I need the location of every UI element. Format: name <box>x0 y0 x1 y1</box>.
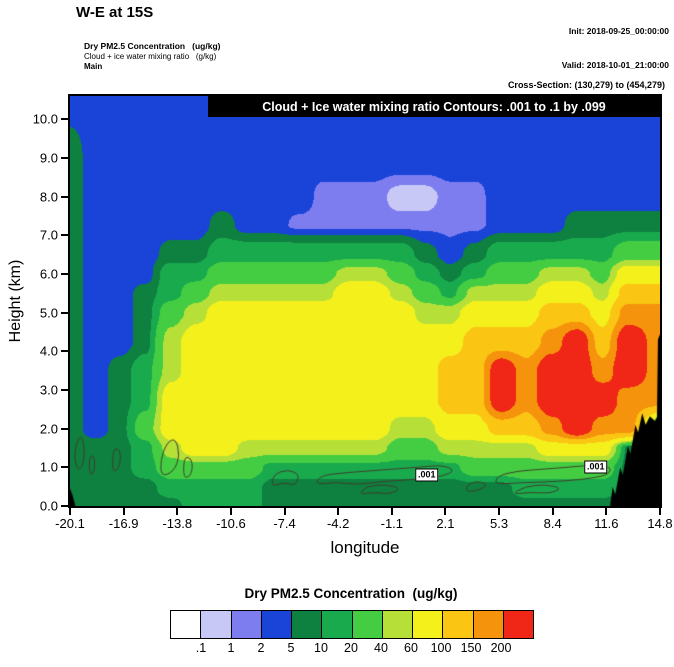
x-tick-mark <box>390 508 393 515</box>
colorbar-cell <box>443 611 474 638</box>
colorbar-cell <box>292 611 323 638</box>
x-tick-label: 2.1 <box>436 516 455 531</box>
y-tick-label: 2.0 <box>39 421 58 437</box>
x-tick-mark <box>605 508 608 515</box>
x-tick-label: -4.2 <box>326 516 350 531</box>
colorbar-tick-label: 40 <box>374 641 388 655</box>
cross-section-label: Cross-Section: (130,279) to (454,279) <box>507 80 665 90</box>
x-tick-mark <box>176 508 179 515</box>
y-tick-label: 5.0 <box>39 305 58 321</box>
x-tick-mark <box>69 508 71 515</box>
y-tick-label: 3.0 <box>39 382 58 398</box>
contour-value-label: .001 <box>414 468 439 482</box>
colorbar-tick-label: 5 <box>287 641 295 655</box>
y-tick-label: 8.0 <box>39 189 58 205</box>
colorbar-cell <box>322 611 353 638</box>
y-tick-mark <box>61 156 68 159</box>
y-tick-label: 9.0 <box>39 150 58 166</box>
x-tick-label: -20.1 <box>55 516 85 531</box>
y-tick-mark <box>61 427 68 430</box>
x-tick-mark <box>283 508 286 515</box>
colorbar-cell <box>413 611 444 638</box>
x-tick-mark <box>122 508 125 515</box>
colorbar-tick-label: 150 <box>460 641 482 655</box>
contour-banner: Cloud + Ice water mixing ratio Contours:… <box>208 96 660 117</box>
x-tick-label: 5.3 <box>490 516 509 531</box>
init-timestamp: Init: 2018-09-25_00:00:00 <box>568 25 669 36</box>
colorbar-tick-label: 100 <box>430 641 452 655</box>
subtitle-pm25: Dry PM2.5 Concentration (ug/kg) <box>84 41 221 51</box>
colorbar-cell <box>231 611 262 638</box>
x-tick-mark <box>444 508 447 515</box>
x-tick-label: -10.6 <box>216 516 246 531</box>
x-tick-label: 11.6 <box>594 516 619 531</box>
colorbar <box>170 610 534 639</box>
colorbar-cell <box>503 611 533 638</box>
run-timestamps: Init: 2018-09-25_00:00:00 Valid: 2018-10… <box>562 3 669 95</box>
x-tick-mark <box>337 508 340 515</box>
colorbar-cell <box>382 611 413 638</box>
x-tick-label: -16.9 <box>108 516 139 531</box>
colorbar-cell <box>261 611 292 638</box>
colorbar-tick-label: .1 <box>195 641 207 655</box>
colorbar-cell <box>352 611 383 638</box>
contour-field-canvas <box>70 96 660 506</box>
x-tick-label: -7.4 <box>273 516 296 531</box>
colorbar-title: Dry PM2.5 Concentration (ug/kg) <box>244 586 458 601</box>
plot-area: Cloud + Ice water mixing ratio Contours:… <box>68 94 662 508</box>
colorbar-tick-label: 200 <box>490 641 512 655</box>
x-tick-label: -1.1 <box>380 516 404 531</box>
y-tick-label: 6.0 <box>39 266 58 282</box>
colorbar-tick-label: 2 <box>257 641 265 655</box>
y-tick-mark <box>61 234 68 237</box>
subtitle-main: Main <box>84 62 103 71</box>
colorbar-tick-label: 20 <box>344 641 358 655</box>
y-tick-label: 4.0 <box>39 343 58 359</box>
x-tick-label: -13.8 <box>162 516 193 531</box>
colorbar-tick-label: 10 <box>314 641 328 655</box>
y-tick-mark <box>61 350 68 353</box>
contour-value-label: .001 <box>583 460 608 474</box>
colorbar-cell <box>201 611 232 638</box>
y-tick-mark <box>61 272 68 275</box>
y-tick-mark <box>61 466 68 469</box>
x-tick-label: 14.8 <box>647 516 673 531</box>
y-tick-mark <box>61 388 68 391</box>
colorbar-tick-label: 1 <box>227 641 235 655</box>
colorbar-cell <box>473 611 504 638</box>
y-tick-mark <box>61 195 68 198</box>
y-tick-label: 1.0 <box>39 459 58 475</box>
plot-title: W-E at 15S <box>76 4 154 21</box>
y-tick-mark <box>61 118 68 121</box>
x-axis-label: longitude <box>330 538 400 557</box>
y-tick-mark <box>61 311 68 314</box>
colorbar-tick-label: 60 <box>404 641 418 655</box>
subtitle-cloud: Cloud + ice water mixing ratio (g/kg) <box>84 52 217 61</box>
x-tick-mark <box>229 508 232 515</box>
y-tick-label: 10.0 <box>32 111 58 127</box>
y-tick-label: 0.0 <box>39 498 58 514</box>
x-tick-label: 8.4 <box>543 516 562 531</box>
x-tick-mark <box>551 508 554 515</box>
y-tick-label: 7.0 <box>39 227 58 243</box>
y-tick-mark <box>61 505 68 507</box>
x-tick-mark <box>659 508 661 515</box>
colorbar-cell <box>171 611 202 638</box>
valid-timestamp: Valid: 2018-10-01_21:00:00 <box>561 60 669 71</box>
x-tick-mark <box>498 508 501 515</box>
